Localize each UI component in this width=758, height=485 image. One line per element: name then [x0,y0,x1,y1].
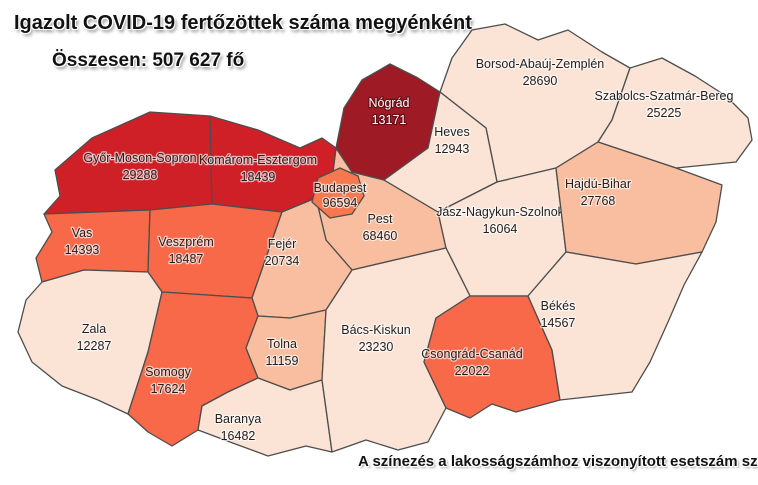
county-baranya: Baranya 16482 [197,377,333,457]
county-value: 17624 [151,382,186,396]
county-jasz-nagykun-szolnok: Jász-Nagykun-Szolnok 16064 [435,167,567,297]
county-value: 14567 [541,316,576,330]
county-value: 14393 [65,243,100,257]
county-value: 29288 [123,168,158,182]
county-zala: Zala 12287 [17,269,163,415]
county-label: Fejér [268,237,296,251]
county-somogy: Somogy 17624 [127,291,259,447]
county-shape-baranya [197,377,333,457]
county-label: Komárom-Esztergom [199,153,317,167]
county-budapest: Budapest 96594 [311,167,368,219]
county-value: 25225 [647,106,682,120]
county-value: 12287 [77,339,112,353]
county-komarom-esztergom: Komárom-Esztergom 18439 [198,115,337,213]
page-title: Igazolt COVID-19 fertőzöttek száma megyé… [14,12,472,34]
county-shape-bekes [527,251,703,401]
county-label: Budapest [314,181,367,195]
county-value: 16482 [221,429,256,443]
county-szabolcs-szatmar-bereg: Szabolcs-Szatmár-Bereg 25225 [593,57,753,169]
county-value: 27768 [581,194,616,208]
county-shape-zala [17,269,163,415]
county-label: Baranya [215,412,262,426]
county-fejer: Fejér 20734 [251,197,353,319]
county-value: 18439 [241,170,276,184]
county-value: 18487 [169,252,204,266]
footer-note: A színezés a lakosságszámhoz viszonyítot… [358,453,758,470]
county-value: 13171 [372,113,407,127]
county-shape-nograd [335,63,441,181]
county-label: Csongrád-Csanád [421,347,522,361]
county-label: Zala [82,322,106,336]
county-label: Jász-Nagykun-Szolnok [436,205,565,219]
county-value: 22022 [455,364,490,378]
county-label: Békés [541,299,576,313]
county-vas: Vas 14393 [35,209,151,283]
county-borsod-abauj-zemplen: Borsod-Abaúj-Zemplén 28690 [439,23,631,183]
county-tolna: Tolna 11159 [245,309,327,391]
county-value: 68460 [363,229,398,243]
county-label: Győr-Moson-Sopron [83,151,196,165]
county-shape-szabolcs-szatmar-bereg [597,57,753,169]
county-label: Vas [72,226,93,240]
county-nograd: Nógrád 13171 [335,63,441,181]
county-shape-budapest [311,167,365,219]
county-label: Borsod-Abaúj-Zemplén [476,57,605,71]
county-value: 96594 [323,196,358,210]
county-label: Bács-Kiskun [341,323,411,337]
county-label: Nógrád [369,96,410,110]
county-label: Heves [434,125,469,139]
county-label: Pest [367,212,393,226]
total-count: Összesen: 507 627 fő [52,50,245,71]
county-label: Somogy [145,365,192,379]
county-veszprem: Veszprém 18487 [147,203,283,299]
county-value: 20734 [265,254,300,268]
county-label: Veszprém [158,235,214,249]
county-value: 23230 [359,340,394,354]
county-value: 16064 [483,222,518,236]
county-value: 28690 [523,74,558,88]
county-label: Szabolcs-Szatmár-Bereg [595,89,734,103]
county-value: 11159 [266,354,299,368]
county-value: 12943 [435,142,470,156]
county-label: Hajdú-Bihar [565,177,631,191]
county-heves: Heves 12943 [383,91,498,213]
county-gyor-moson-sopron: Győr-Moson-Sopron 29288 [43,111,213,215]
county-label: Tolna [267,337,297,351]
county-bekes: Békés 14567 [527,251,703,401]
county-hajdu-bihar: Hajdú-Bihar 27768 [555,141,723,265]
county-bacs-kiskun: Bács-Kiskun 23230 [321,247,471,453]
